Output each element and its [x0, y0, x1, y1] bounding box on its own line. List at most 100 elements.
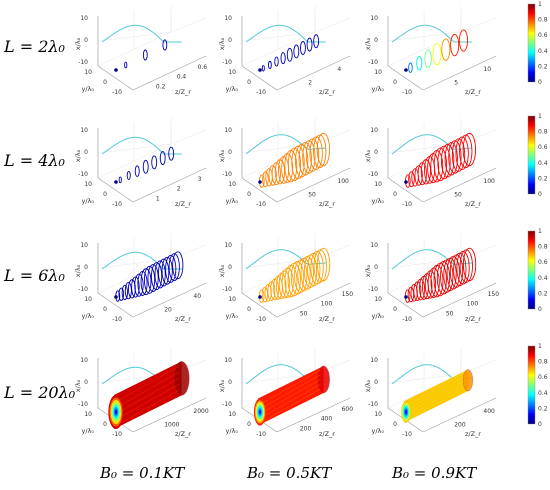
- trajectory-streak: [262, 369, 321, 403]
- trajectory-loop: [161, 256, 173, 285]
- colorbar-tick-label: 1: [538, 1, 542, 8]
- trajectory-end-cap: [317, 365, 330, 394]
- colorbar-tick-label: 0.4: [538, 48, 548, 55]
- y-axis-label: y/λ₀: [226, 197, 239, 205]
- y-axis-label: y/λ₀: [82, 197, 95, 205]
- z-axis-label: z/Z_r: [175, 200, 191, 208]
- z-tick-label: 1000: [164, 421, 179, 428]
- y-axis-label: y/λ₀: [372, 197, 385, 205]
- trajectory-streak: [118, 378, 179, 413]
- x-tick-label: 10: [80, 127, 88, 134]
- x-tick-label: 0: [374, 149, 378, 156]
- z-tick-label: 4: [337, 66, 341, 73]
- trajectory-surface: [114, 361, 182, 429]
- trajectory-loop: [134, 273, 144, 297]
- trajectory-loop: [302, 140, 316, 174]
- x-tick-label: -10: [368, 59, 378, 66]
- z-tick-label: 2: [308, 79, 312, 86]
- trajectory-loop: [159, 151, 166, 166]
- x-tick-label: 10: [80, 15, 88, 22]
- trajectory-loop: [124, 61, 128, 69]
- x-tick-label: 0: [374, 379, 378, 386]
- colorbar-tick-label: 0.6: [538, 259, 548, 266]
- y-tick-label: -10: [402, 431, 412, 438]
- x-tick-label: 10: [80, 242, 88, 249]
- trajectory-cap-ring: [259, 410, 261, 414]
- colorbars-layer: 1 0.8 0.6 0.4 0.2 0 1 0.8 0.6 0.4 0.2 0 1 0.8 0.6 0.4 0.…: [527, 1, 548, 428]
- trajectory-end-cap: [173, 361, 190, 396]
- x-axis-label: x/λ₀: [218, 379, 226, 392]
- colorbar-gradient: [527, 115, 536, 195]
- trajectory-streak: [118, 372, 179, 407]
- colorbar-tick-label: 0.4: [538, 160, 548, 167]
- z-tick-label: 20: [164, 306, 172, 313]
- y-tick-label: -10: [256, 89, 266, 96]
- x-axis-label: x/λ₀: [364, 379, 372, 392]
- trajectory-loop: [416, 56, 423, 71]
- trajectory-loop: [268, 165, 277, 186]
- z-tick-label: 200: [454, 421, 466, 428]
- trajectory-loop: [126, 170, 131, 181]
- colorbar-tick-label: 0.2: [538, 405, 548, 412]
- trajectory-loop: [450, 33, 460, 57]
- trajectory-streak: [118, 366, 179, 401]
- y-axis-label: y/λ₀: [372, 312, 385, 320]
- y-axis-label: y/λ₀: [372, 427, 385, 435]
- y-axis-label: y/λ₀: [226, 312, 239, 320]
- y-tick-label: 0: [393, 191, 397, 198]
- trajectory-loop: [306, 37, 313, 52]
- y-tick-label: 0: [103, 191, 107, 198]
- colorbar-tick-label: 1: [538, 343, 542, 350]
- y-tick-label: 10: [374, 411, 382, 418]
- x-tick-label: 0: [374, 37, 378, 44]
- x-tick-label: 10: [370, 357, 378, 364]
- panel-r1-c0: 10 0 -10 10 0 -10 1 2 3 x/λ₀ y/λ₀ z/Z_r: [74, 118, 207, 208]
- trajectory-loop: [455, 136, 469, 170]
- trajectory-loop: [287, 147, 302, 182]
- x-tick-label: -10: [78, 401, 88, 408]
- trajectory-loop: [298, 142, 312, 176]
- trajectory-loop: [268, 60, 272, 70]
- z-tick-label: 100: [321, 301, 333, 308]
- y-tick-label: -10: [112, 316, 122, 323]
- trajectory-loop: [309, 136, 323, 170]
- y-tick-label: 0: [247, 421, 251, 428]
- z-tick-label: 0.6: [198, 64, 208, 71]
- trajectory-loop: [462, 132, 477, 167]
- colorbar-gradient: [527, 345, 536, 425]
- y-tick-label: 0: [247, 191, 251, 198]
- z-tick-label: 50: [300, 310, 308, 317]
- colorbar-gradient: [527, 230, 536, 310]
- colorbar-tick-label: 0.8: [538, 17, 548, 24]
- y-tick-label: 0: [393, 306, 397, 313]
- trajectory-loop: [151, 262, 163, 291]
- trajectory-start-point: [404, 68, 408, 72]
- y-tick-label: 10: [374, 69, 382, 76]
- trajectory-streak: [408, 383, 466, 416]
- trajectory-surface: [258, 365, 324, 426]
- colorbar-tick-label: 0: [538, 191, 542, 198]
- panel-r2-c0: 10 0 -10 10 0 -10 20 40 x/λ₀ y/λ₀ z/Z_r: [74, 233, 207, 323]
- y-tick-label: 10: [228, 296, 236, 303]
- z-tick-label: 100: [483, 178, 495, 185]
- trajectory-loop: [168, 146, 175, 161]
- colorbar-tick-label: 1: [538, 113, 542, 120]
- z-tick-label: 50: [308, 191, 316, 198]
- trajectory-streak: [118, 390, 179, 425]
- x-tick-label: 10: [80, 357, 88, 364]
- y-axis-label: y/λ₀: [82, 312, 95, 320]
- trajectory-loop: [118, 176, 122, 184]
- trajectory-loop: [300, 41, 306, 55]
- z-tick-label: 400: [483, 408, 495, 415]
- x-axis-label: x/λ₀: [364, 149, 372, 162]
- z-tick-label: 100: [337, 178, 349, 185]
- x-tick-label: 0: [228, 37, 232, 44]
- trajectory-streak: [262, 384, 321, 417]
- colorbar-tick-label: 0.8: [538, 129, 548, 136]
- z-tick-label: 2: [177, 186, 181, 193]
- trajectory-loop: [134, 165, 140, 177]
- colorbar-tick-label: 0.2: [538, 175, 548, 182]
- y-tick-label: 10: [84, 181, 92, 188]
